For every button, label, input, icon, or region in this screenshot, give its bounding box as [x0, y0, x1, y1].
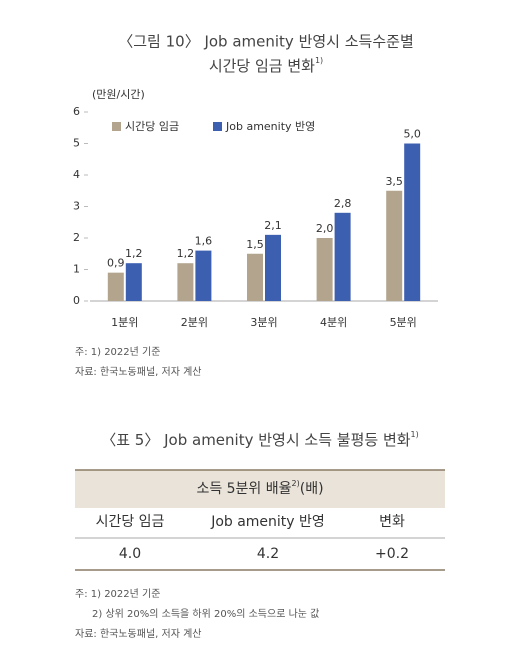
x-tick-label: 3분위 — [250, 316, 277, 329]
data-label: 2,8 — [334, 197, 352, 210]
footnote-mark: 2) — [292, 479, 300, 488]
data-label: 1,2 — [125, 247, 143, 260]
x-tick-label: 1분위 — [111, 316, 138, 329]
table-header-bg — [75, 470, 445, 508]
bar — [177, 263, 194, 301]
bar — [195, 250, 212, 301]
data-label: 0,9 — [107, 257, 125, 270]
bar — [404, 143, 421, 301]
table-cell: 4.0 — [119, 546, 141, 562]
y-tick-label: 4 — [73, 168, 80, 181]
legend-swatch — [213, 122, 222, 131]
bar — [386, 190, 403, 301]
footnote-mark: 1) — [315, 56, 323, 65]
legend-swatch — [112, 122, 121, 131]
bar — [107, 272, 124, 301]
note: 자료: 한국노동패널, 저자 계산 — [75, 628, 201, 640]
y-tick-label: 3 — [73, 200, 80, 213]
data-label: 2,0 — [316, 222, 334, 235]
data-label: 1,5 — [246, 238, 264, 251]
x-tick-label: 2분위 — [181, 316, 208, 329]
legend-label: Job amenity 반영 — [225, 120, 315, 133]
x-tick-label: 5분위 — [390, 316, 417, 329]
table-column-header: Job amenity 반영 — [210, 514, 325, 530]
y-tick-label: 0 — [73, 294, 80, 307]
note: 주: 1) 2022년 기준 — [75, 346, 160, 358]
bar — [125, 263, 142, 301]
y-tick-label: 5 — [73, 137, 80, 150]
y-tick-label: 1 — [73, 263, 80, 276]
note: 자료: 한국노동패널, 저자 계산 — [75, 366, 201, 378]
data-label: 3,5 — [385, 175, 403, 188]
y-tick-label: 2 — [73, 231, 80, 244]
legend-label: 시간당 임금 — [125, 120, 179, 133]
y-axis-unit: (만원/시간) — [92, 88, 145, 101]
table-title: 〈표 5〉 Job amenity 반영시 소득 불평등 변화1) — [101, 430, 419, 449]
table-column-header: 시간당 임금 — [96, 514, 165, 530]
data-label: 1,2 — [177, 247, 195, 260]
chart-title: 시간당 임금 변화1) — [209, 56, 323, 75]
y-tick-label: 6 — [73, 105, 80, 118]
chart-title: 〈그림 10〉 Job amenity 반영시 소득수준별 — [118, 33, 414, 51]
note: 주: 1) 2022년 기준 — [75, 588, 160, 600]
bar — [334, 212, 351, 301]
bar — [316, 238, 333, 301]
footnote-mark: 1) — [411, 430, 419, 439]
table-column-header: 변화 — [379, 514, 405, 530]
table-group-header: 소득 5분위 배율 — [196, 481, 291, 497]
data-label: 5,0 — [403, 128, 421, 141]
table-cell: +0.2 — [375, 546, 409, 562]
table-cell: 4.2 — [257, 546, 279, 562]
bar — [247, 253, 263, 301]
table-title: 〈표 5〉 Job amenity 반영시 소득 불평등 변화 — [101, 431, 411, 449]
note: 2) 상위 20%의 소득을 하위 20%의 소득으로 나눈 값 — [92, 607, 319, 620]
table-unit: (배) — [300, 481, 324, 497]
table-group-header: 소득 5분위 배율2)(배) — [196, 479, 323, 498]
chart-title: 시간당 임금 변화 — [209, 57, 315, 75]
data-label: 2,1 — [264, 219, 282, 232]
x-tick-label: 4분위 — [320, 316, 347, 329]
bar — [265, 234, 281, 301]
data-label: 1,6 — [195, 235, 213, 248]
